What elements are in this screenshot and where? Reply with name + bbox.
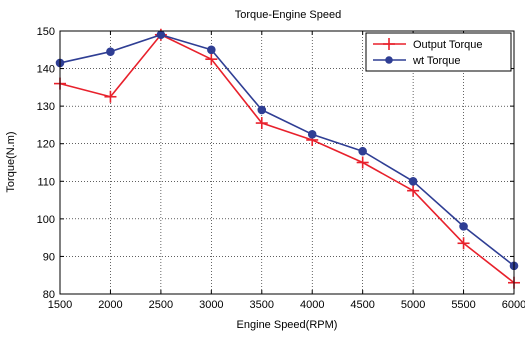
x-tick-label: 1500: [48, 299, 72, 311]
x-tick-label: 4500: [350, 299, 374, 311]
y-axis-ticks: 80 90 100 110 120 130 140 150: [37, 26, 514, 301]
data-point-wt-torque: [156, 30, 166, 40]
y-tick-label: 150: [37, 26, 55, 38]
y-tick-label: 90: [43, 251, 55, 263]
x-axis-ticks: 1500 2000 2500 3000 3500 4000 4500 5000 5500 6000: [48, 31, 525, 311]
x-axis-label: Engine Speed(RPM): [237, 319, 338, 331]
grid-lines: [60, 31, 514, 294]
data-point-output-torque: [356, 156, 369, 169]
data-point-wt-torque: [358, 146, 367, 156]
y-tick-label: 110: [37, 176, 55, 188]
data-point-wt-torque: [207, 45, 216, 55]
x-tick-label: 2000: [98, 299, 122, 311]
y-tick-label: 100: [37, 214, 55, 226]
legend-label: wt Torque: [412, 55, 461, 67]
data-point-output-torque: [205, 53, 218, 66]
legend-box: [365, 32, 512, 72]
chart-title: Torque-Engine Speed: [235, 9, 341, 21]
legend-label: Output Torque: [413, 39, 483, 51]
series-line-1: [59, 33, 515, 284]
y-tick-label: 80: [43, 289, 55, 301]
y-tick-label: 120: [37, 139, 55, 151]
y-tick-label: 130: [37, 101, 55, 113]
data-point-output-torque: [457, 237, 470, 250]
x-tick-label: 6000: [502, 299, 525, 311]
legend-marker-circle: [385, 56, 393, 64]
data-point-output-torque: [255, 117, 268, 130]
data-point-wt-torque: [408, 176, 418, 186]
x-tick-label: 3500: [250, 299, 274, 311]
plot-area: [60, 31, 514, 294]
x-tick-label: 4000: [300, 299, 324, 311]
legend: Output Torque wt Torque: [365, 32, 512, 72]
series-group: [54, 28, 520, 289]
data-point-output-torque: [104, 90, 117, 103]
data-point-wt-torque: [307, 130, 317, 139]
x-tick-label: 5000: [401, 299, 425, 311]
data-point-wt-torque: [459, 222, 468, 231]
data-point-wt-torque: [106, 47, 115, 56]
x-tick-label: 3000: [199, 299, 223, 311]
y-axis-label: Torque(N.m): [5, 131, 17, 192]
x-tick-label: 2500: [149, 299, 173, 311]
x-tick-label: 5500: [451, 299, 475, 311]
data-point-wt-torque: [257, 105, 267, 115]
plot-frame: [59, 30, 515, 295]
y-tick-label: 140: [37, 64, 55, 76]
data-point-output-torque: [407, 184, 420, 197]
series-line-2: [59, 33, 515, 267]
